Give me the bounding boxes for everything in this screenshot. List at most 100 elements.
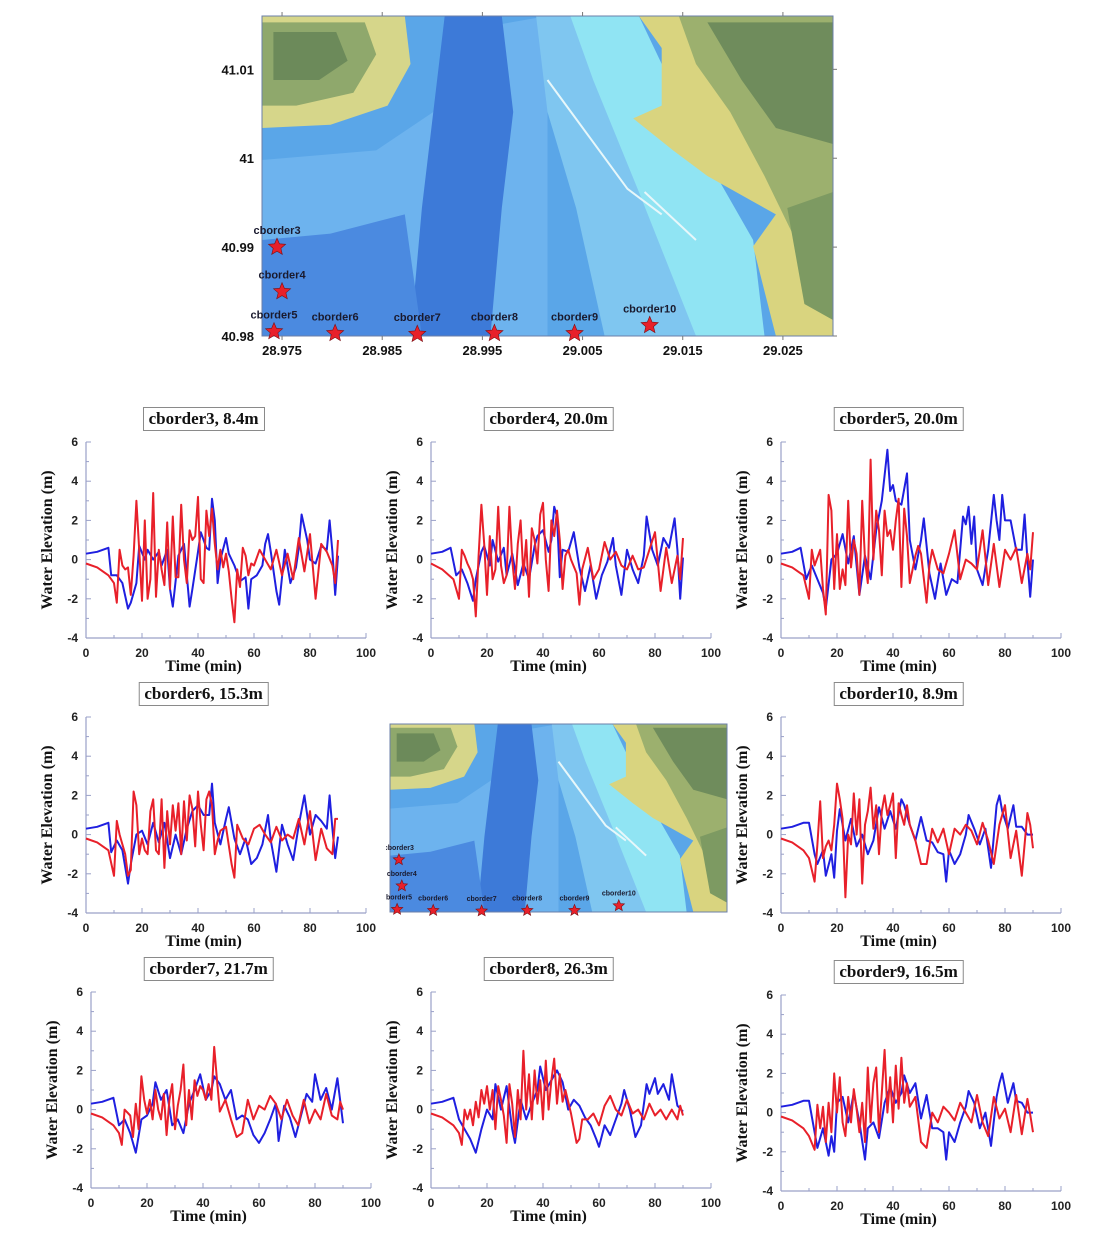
land-left-peak [396, 733, 441, 762]
series-line-series_b [780, 782, 1034, 899]
y-axis-label: Water Elevation (m) [734, 1023, 751, 1163]
y-axis-label: Water Elevation (m) [734, 470, 751, 610]
y-axis-label: Water Elevation (m) [734, 745, 751, 885]
station-marker-cborder6 [426, 903, 440, 916]
y-tick-label: 0 [766, 828, 773, 842]
chart-cborder8: -4 -2 0 2 4 6 0 20 40 60 80 100 cborder8, 26.3m Water… [375, 955, 725, 1235]
x-tick-label: 100 [701, 1196, 721, 1210]
map-y-tick-label: 40.99 [221, 240, 254, 255]
x-axis-label: Time (min) [510, 658, 587, 675]
x-axis-label: Time (min) [860, 658, 937, 675]
y-tick-label: -2 [412, 1142, 423, 1156]
bathymetry-map: 28.975 28.985 28.995 29.005 29.015 29.025 41.0… [210, 0, 850, 365]
x-tick-label: 0 [778, 1199, 785, 1213]
series-line-series_a [85, 782, 339, 885]
y-tick-label: 6 [416, 435, 423, 449]
y-axis-label: Water Elevation (m) [44, 1020, 61, 1160]
series-line-series_b [430, 1049, 684, 1146]
chart-cborder7: -4 -2 0 2 4 6 0 20 40 60 80 100 cborder7, 21.7m Water… [35, 955, 385, 1235]
series-line-series_b [90, 1045, 344, 1146]
bathymetry-map-svg: 28.975 28.985 28.995 29.005 29.015 29.025 41.0… [221, 12, 837, 358]
x-tick-label: 0 [83, 646, 90, 660]
inset-bathymetry-map: cborder3 cborder4 cborder5 cborder6 cborder7… [386, 720, 731, 920]
y-tick-label: -4 [72, 1181, 83, 1195]
y-tick-label: 0 [416, 553, 423, 567]
x-tick-label: 60 [942, 1199, 956, 1213]
y-tick-label: 6 [71, 435, 78, 449]
x-tick-label: 0 [428, 1196, 435, 1210]
y-tick-label: 4 [416, 1024, 423, 1038]
x-tick-label: 100 [701, 646, 721, 660]
y-tick-label: 6 [76, 985, 83, 999]
chart-title: cborder7, 21.7m [143, 957, 274, 981]
station-label: cborder8 [512, 895, 542, 902]
station-label: cborder4 [258, 270, 306, 282]
chart-cborder4: -4 -2 0 2 4 6 0 20 40 60 80 100 cborder4, 20.0m Water… [375, 405, 725, 685]
y-tick-label: -2 [762, 867, 773, 881]
y-tick-label: 6 [71, 710, 78, 724]
map-x-tick-label: 29.015 [663, 343, 703, 358]
x-tick-label: 80 [998, 1199, 1012, 1213]
x-tick-label: 40 [886, 921, 900, 935]
y-tick-label: 4 [76, 1024, 83, 1038]
x-tick-label: 60 [942, 921, 956, 935]
station-marker-cborder5 [390, 902, 404, 915]
x-tick-label: 0 [88, 1196, 95, 1210]
y-tick-label: -4 [67, 631, 78, 645]
y-tick-label: -2 [67, 592, 78, 606]
x-tick-label: 20 [135, 646, 149, 660]
x-tick-label: 60 [942, 646, 956, 660]
x-tick-label: 40 [886, 646, 900, 660]
station-marker-cborder3 [392, 853, 406, 866]
y-tick-label: 2 [71, 513, 78, 527]
chart-title: cborder8, 26.3m [483, 957, 614, 981]
x-tick-label: 0 [428, 646, 435, 660]
station-marker-cborder8 [520, 903, 534, 916]
x-tick-label: 0 [778, 921, 785, 935]
x-tick-label: 40 [536, 646, 550, 660]
x-tick-label: 80 [308, 1196, 322, 1210]
deep-channel [410, 16, 514, 336]
shallow-right [570, 16, 765, 336]
chart-title: cborder5, 20.0m [833, 407, 964, 431]
station-label: cborder7 [394, 312, 441, 324]
station-marker-cborder9 [565, 323, 584, 342]
x-tick-label: 20 [480, 646, 494, 660]
y-tick-label: 6 [766, 988, 773, 1002]
x-tick-label: 40 [196, 1196, 210, 1210]
y-tick-label: -4 [412, 1181, 423, 1195]
x-tick-label: 80 [998, 921, 1012, 935]
y-tick-label: 6 [416, 985, 423, 999]
map-y-tick-label: 41.01 [221, 62, 254, 77]
station-label: cborder6 [312, 311, 359, 323]
station-marker-cborder7 [407, 324, 427, 343]
y-tick-label: 2 [766, 1066, 773, 1080]
series-line-series_b [780, 1048, 1034, 1151]
x-tick-label: 60 [252, 1196, 266, 1210]
x-tick-label: 40 [191, 921, 205, 935]
y-tick-label: 4 [71, 749, 78, 763]
x-tick-label: 20 [830, 646, 844, 660]
breakwater [643, 191, 697, 241]
x-axis-label: Time (min) [510, 1208, 587, 1225]
y-tick-label: -2 [412, 592, 423, 606]
x-tick-label: 100 [1051, 1199, 1071, 1213]
map-x-tick-label: 29.025 [763, 343, 803, 358]
station-label: cborder3 [386, 845, 414, 852]
station-label: cborder9 [551, 311, 598, 323]
map-x-tick-label: 28.975 [262, 343, 302, 358]
station-label: cborder3 [253, 225, 300, 237]
x-tick-label: 100 [1051, 646, 1071, 660]
land-right-peak [652, 727, 727, 800]
chart-title: cborder4, 20.0m [483, 407, 614, 431]
x-tick-label: 40 [886, 1199, 900, 1213]
station-label: cborder8 [471, 311, 518, 323]
land-left-peak [273, 32, 348, 80]
station-marker-cborder10 [640, 315, 659, 334]
station-label: cborder7 [467, 896, 497, 903]
y-tick-label: 4 [766, 749, 773, 763]
y-tick-label: 0 [766, 553, 773, 567]
